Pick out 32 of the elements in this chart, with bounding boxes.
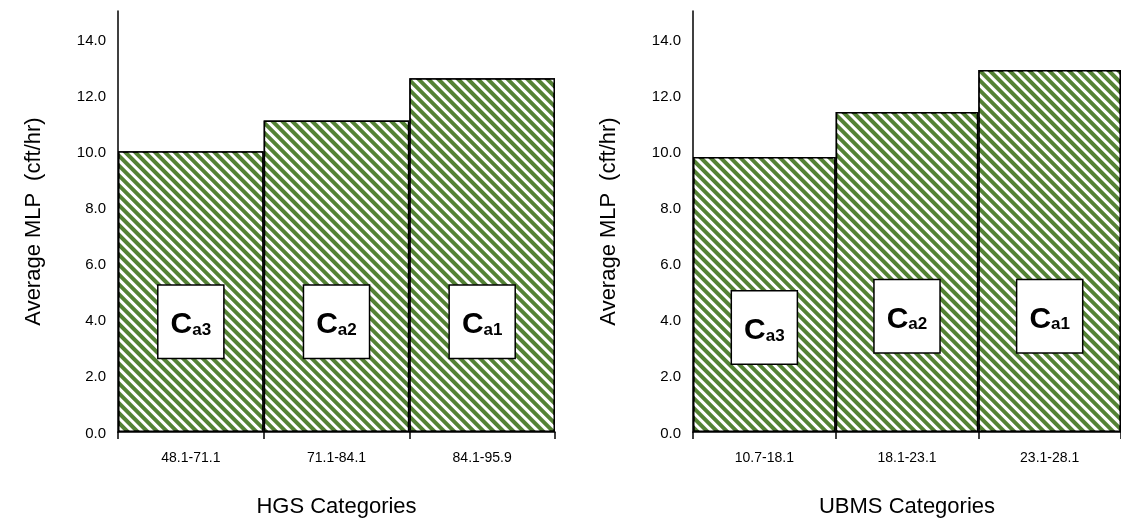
annotation: Ca2 — [886, 300, 928, 334]
y-tick-label: 14.0 — [76, 30, 106, 48]
y-tick-label: 6.0 — [85, 255, 106, 273]
y-tick-label: 4.0 — [660, 311, 681, 329]
x-axis-title: UBMS Categories — [818, 492, 996, 518]
y-axis-title: Average MLP (cft/hr) — [594, 117, 620, 326]
annotation: Ca1 — [1029, 300, 1070, 334]
y-axis-title: Average MLP (cft/hr) — [19, 117, 45, 326]
y-tick-label: 12.0 — [651, 86, 681, 104]
y-tick-label: 8.0 — [660, 198, 681, 216]
y-tick-label: 8.0 — [85, 198, 106, 216]
annotation: Ca1 — [461, 306, 503, 340]
x-tick-label: 23.1-28.1 — [1020, 449, 1080, 465]
x-axis-title: HGS Categories — [256, 492, 417, 518]
x-tick-label: 48.1-71.1 — [161, 449, 221, 465]
y-tick-label: 10.0 — [651, 142, 681, 160]
y-tick-label: 2.0 — [85, 367, 106, 385]
x-tick-label: 71.1-84.1 — [306, 449, 367, 465]
x-tick-label: 18.1-23.1 — [877, 449, 937, 465]
annotation: Ca3 — [744, 312, 785, 346]
x-tick-label: 84.1-95.9 — [452, 449, 512, 465]
annotation: Ca2 — [316, 306, 357, 340]
y-tick-label: 0.0 — [660, 423, 681, 441]
y-tick-label: 2.0 — [660, 367, 681, 385]
y-tick-label: 6.0 — [660, 255, 681, 273]
y-tick-label: 4.0 — [85, 311, 106, 329]
y-tick-label: 14.0 — [651, 30, 681, 48]
y-tick-label: 12.0 — [76, 86, 106, 104]
y-tick-label: 10.0 — [76, 142, 106, 160]
x-tick-label: 10.7-18.1 — [734, 449, 795, 465]
annotation: Ca3 — [170, 306, 212, 340]
y-tick-label: 0.0 — [85, 423, 106, 441]
